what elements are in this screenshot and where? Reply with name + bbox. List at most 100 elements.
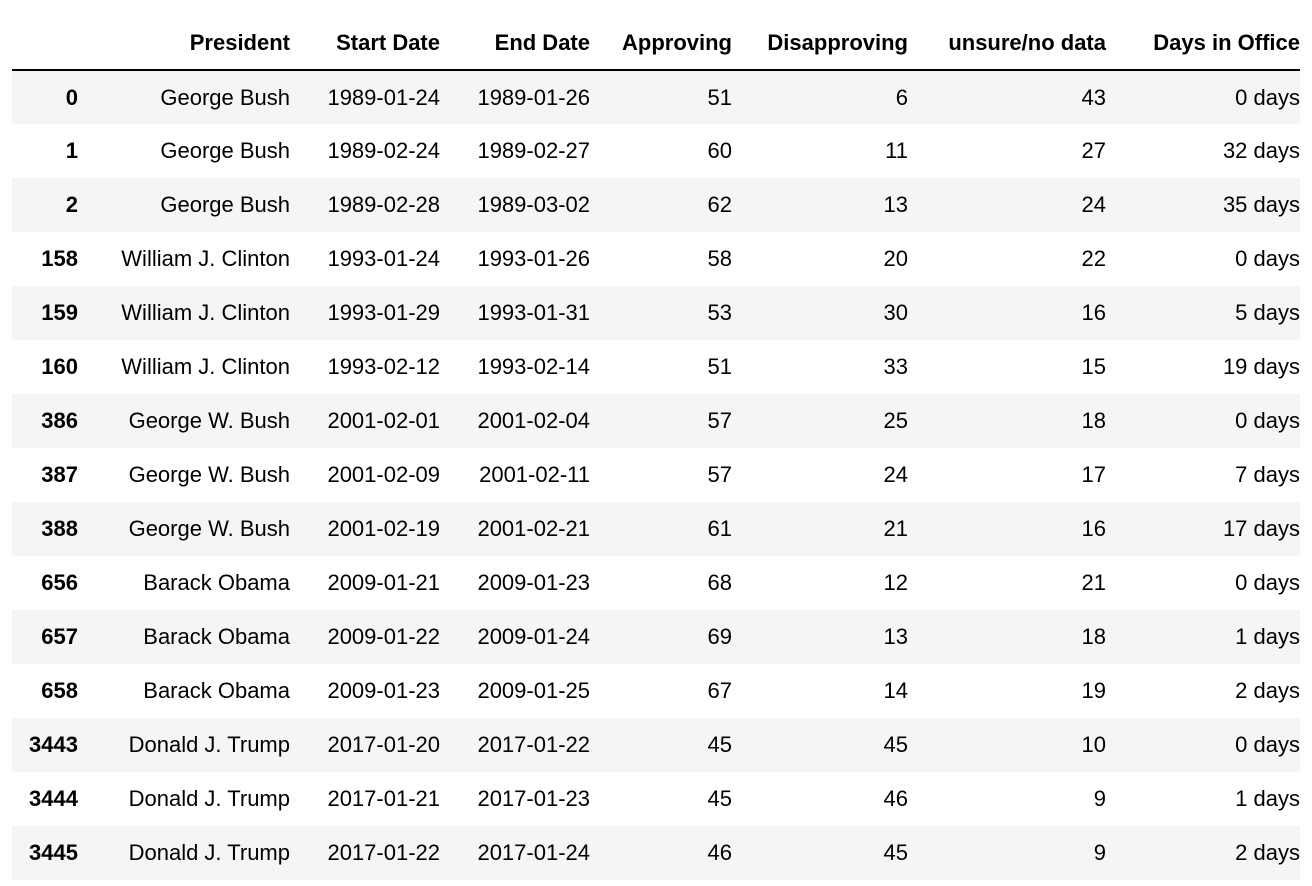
- row-index: 386: [41, 408, 78, 433]
- row-index: 3445: [29, 840, 78, 865]
- cell-president: George Bush: [160, 192, 290, 217]
- cell-start-date: 2017-01-21: [327, 786, 440, 811]
- cell-unsure: 43: [1081, 84, 1106, 110]
- table-row: 158 William J. Clinton 1993-01-24 1993-01-2…: [12, 232, 1300, 286]
- cell-end-date: 2009-01-25: [477, 678, 590, 703]
- cell-president: George Bush: [160, 138, 290, 163]
- table-row: 3444 Donald J. Trump 2017-01-21 2017-01-23 4…: [12, 772, 1300, 826]
- cell-president: Barack Obama: [143, 678, 290, 703]
- row-index: 387: [41, 462, 78, 487]
- row-index: 2: [65, 192, 78, 217]
- cell-days-in-office: 0 days: [1235, 570, 1300, 595]
- cell-end-date: 1993-02-14: [477, 354, 590, 379]
- cell-president: George Bush: [160, 84, 290, 110]
- row-index: 657: [41, 624, 78, 649]
- cell-approving: 57: [707, 462, 732, 487]
- cell-days-in-office: 2 days: [1235, 678, 1300, 703]
- cell-approving: 51: [707, 84, 732, 110]
- cell-start-date: 2001-02-01: [327, 408, 440, 433]
- cell-start-date: 2009-01-21: [327, 570, 440, 595]
- cell-days-in-office: 0 days: [1235, 408, 1300, 433]
- cell-disapproving: 20: [883, 246, 908, 271]
- cell-unsure: 24: [1081, 192, 1106, 217]
- cell-president: Barack Obama: [143, 570, 290, 595]
- cell-start-date: 2017-01-22: [327, 840, 440, 865]
- cell-end-date: 1989-03-02: [477, 192, 590, 217]
- cell-approving: 69: [707, 624, 732, 649]
- cell-days-in-office: 1 days: [1235, 624, 1300, 649]
- cell-days-in-office: 0 days: [1235, 732, 1300, 757]
- row-index: 656: [41, 570, 78, 595]
- cell-approving: 58: [707, 246, 732, 271]
- header-unsure: unsure/no data: [920, 17, 1118, 71]
- cell-end-date: 2017-01-24: [477, 840, 590, 865]
- table-row: 2 George Bush 1989-02-28 1989-03-02 62 13 24 35…: [12, 178, 1300, 232]
- dataframe-output: President Start Date End Date Approving …: [12, 17, 1300, 880]
- cell-start-date: 1989-01-24: [327, 84, 440, 110]
- row-index: 658: [41, 678, 78, 703]
- cell-start-date: 2009-01-22: [327, 624, 440, 649]
- cell-end-date: 1989-01-26: [477, 84, 590, 110]
- table-header: President Start Date End Date Approving …: [12, 17, 1300, 71]
- cell-end-date: 1993-01-31: [477, 300, 590, 325]
- cell-president: William J. Clinton: [121, 354, 290, 379]
- cell-president: George W. Bush: [128, 516, 290, 541]
- cell-approving: 60: [707, 138, 732, 163]
- cell-disapproving: 14: [883, 678, 908, 703]
- cell-start-date: 1989-02-24: [327, 138, 440, 163]
- cell-president: Barack Obama: [143, 624, 290, 649]
- cell-start-date: 2001-02-09: [327, 462, 440, 487]
- cell-start-date: 1993-01-29: [327, 300, 440, 325]
- row-index: 388: [41, 516, 78, 541]
- cell-end-date: 2001-02-21: [477, 516, 590, 541]
- cell-unsure: 21: [1081, 570, 1106, 595]
- cell-disapproving: 45: [883, 840, 908, 865]
- header-disapproving: Disapproving: [744, 17, 920, 71]
- table-row: 1 George Bush 1989-02-24 1989-02-27 60 11 27 32…: [12, 124, 1300, 178]
- cell-unsure: 27: [1081, 138, 1106, 163]
- cell-start-date: 2009-01-23: [327, 678, 440, 703]
- cell-unsure: 16: [1081, 300, 1106, 325]
- row-index: 1: [65, 138, 78, 163]
- cell-disapproving: 21: [883, 516, 908, 541]
- cell-start-date: 2001-02-19: [327, 516, 440, 541]
- table-row: 386 George W. Bush 2001-02-01 2001-02-04 57 2…: [12, 394, 1300, 448]
- cell-disapproving: 30: [883, 300, 908, 325]
- cell-approving: 67: [707, 678, 732, 703]
- cell-disapproving: 25: [883, 408, 908, 433]
- cell-end-date: 1993-01-26: [477, 246, 590, 271]
- cell-end-date: 2017-01-22: [477, 732, 590, 757]
- cell-president: George W. Bush: [128, 462, 290, 487]
- approval-table: President Start Date End Date Approving …: [12, 17, 1300, 880]
- cell-president: William J. Clinton: [121, 300, 290, 325]
- table-row: 0 George Bush 1989-01-24 1989-01-26 51 6 43 0 d…: [12, 70, 1300, 124]
- cell-days-in-office: 0 days: [1235, 84, 1300, 110]
- table-row: 388 George W. Bush 2001-02-19 2001-02-21 61 2…: [12, 502, 1300, 556]
- cell-approving: 61: [707, 516, 732, 541]
- row-index: 3444: [29, 786, 78, 811]
- cell-end-date: 1989-02-27: [477, 138, 590, 163]
- cell-approving: 53: [707, 300, 732, 325]
- row-index: 158: [41, 246, 78, 271]
- cell-start-date: 2017-01-20: [327, 732, 440, 757]
- cell-approving: 68: [707, 570, 732, 595]
- header-index: [12, 17, 90, 71]
- cell-unsure: 17: [1081, 462, 1106, 487]
- table-row: 656 Barack Obama 2009-01-21 2009-01-23 68 12 2…: [12, 556, 1300, 610]
- cell-approving: 51: [707, 354, 732, 379]
- header-row: President Start Date End Date Approving …: [12, 17, 1300, 71]
- cell-end-date: 2009-01-23: [477, 570, 590, 595]
- cell-disapproving: 13: [883, 192, 908, 217]
- header-end-date: End Date: [452, 17, 602, 71]
- cell-disapproving: 33: [883, 354, 908, 379]
- header-days-in-office: Days in Office: [1118, 17, 1300, 71]
- table-row: 159 William J. Clinton 1993-01-29 1993-01-3…: [12, 286, 1300, 340]
- cell-days-in-office: 2 days: [1235, 840, 1300, 865]
- table-row: 387 George W. Bush 2001-02-09 2001-02-11 57 2…: [12, 448, 1300, 502]
- cell-unsure: 19: [1081, 678, 1106, 703]
- cell-days-in-office: 7 days: [1235, 462, 1300, 487]
- cell-disapproving: 46: [883, 786, 908, 811]
- cell-president: Donald J. Trump: [128, 786, 290, 811]
- cell-end-date: 2009-01-24: [477, 624, 590, 649]
- table-row: 3445 Donald J. Trump 2017-01-22 2017-01-24 4…: [12, 826, 1300, 880]
